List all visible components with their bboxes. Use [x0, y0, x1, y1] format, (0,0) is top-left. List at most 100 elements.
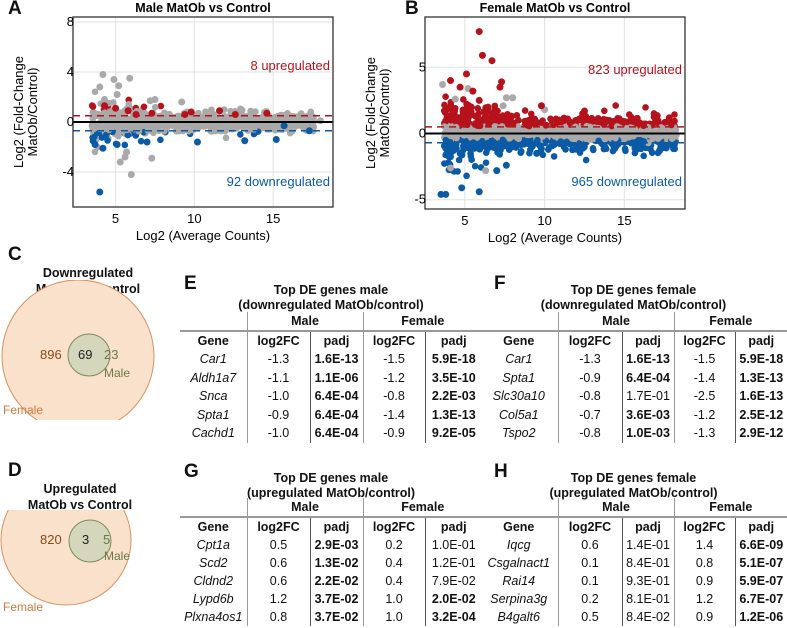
- upregulated-count: 823 upregulated: [588, 62, 682, 77]
- group-spacer: [480, 498, 558, 518]
- data-point: [616, 115, 623, 122]
- data-point-ns: [447, 164, 455, 172]
- column-header: padj: [734, 331, 787, 350]
- y-tick-label: 8: [67, 14, 74, 29]
- male-padj: 1.6E-13: [309, 350, 364, 369]
- data-point-up: [231, 111, 239, 118]
- y-tick-label: 4: [67, 64, 74, 79]
- data-point: [114, 132, 122, 140]
- data-point: [648, 149, 656, 156]
- panel-label-f: F: [494, 273, 506, 294]
- female-padj: 6.7E-07: [734, 590, 787, 608]
- data-point-up: [640, 122, 648, 130]
- data-point: [539, 133, 547, 140]
- x-tick-label: 10: [537, 213, 551, 228]
- column-header: padj: [424, 517, 483, 536]
- group-header-female: Female: [362, 498, 483, 518]
- data-point-up: [488, 57, 496, 65]
- gene-name: Slc30a10: [492, 389, 545, 404]
- data-point-ns: [113, 91, 121, 98]
- table-title: Top DE genes male (upregulated MatOb/cont…: [180, 471, 482, 501]
- column-header: log2FC: [557, 331, 622, 350]
- data-point: [463, 172, 470, 180]
- male-log2fc: -1.0: [246, 424, 310, 443]
- column-header: log2FC: [246, 517, 310, 536]
- data-point: [213, 123, 221, 131]
- male-padj: 6.4E-04: [309, 405, 364, 424]
- data-point: [561, 123, 569, 131]
- panel-label-b: B: [405, 0, 419, 19]
- male-log2fc: 0.8: [246, 608, 310, 626]
- x-axis-label: Log2 (Average Counts): [136, 228, 270, 243]
- data-point: [452, 123, 460, 131]
- male-log2fc: 0.1: [557, 554, 622, 572]
- data-point-up: [475, 96, 483, 104]
- female-padj: 5.1E-07: [734, 554, 787, 572]
- table-row: Cldnd2 0.6 2.2E-02 0.4 7.9E-02: [180, 572, 483, 590]
- data-point: [441, 123, 448, 130]
- female-padj: 5.9E-18: [424, 350, 483, 369]
- data-point-ns: [146, 97, 154, 105]
- panel-label-g: G: [184, 461, 199, 482]
- gene-name: Rai14: [502, 574, 536, 588]
- data-point: [441, 101, 448, 109]
- data-point: [458, 149, 466, 156]
- gene-name: Csgalnact1: [487, 556, 551, 570]
- male-padj: 3.6E-03: [621, 405, 675, 424]
- data-point-ns: [482, 167, 490, 175]
- gene-name: Car1: [199, 352, 227, 367]
- data-point: [636, 144, 643, 152]
- data-point: [219, 124, 226, 131]
- y-axis-label-line1: Log2 (Fold-Change: [363, 57, 378, 169]
- data-point: [445, 151, 453, 158]
- data-point: [459, 114, 467, 121]
- data-point-up: [216, 107, 224, 115]
- table-row: Slc30a10 -0.8 1.7E-01 -2.5 1.6E-13: [480, 387, 787, 406]
- female-padj: 2.9E-12: [734, 424, 787, 443]
- data-point: [124, 131, 132, 139]
- x-tick-label: 15: [266, 211, 280, 226]
- data-point: [668, 135, 676, 142]
- data-point-up: [112, 104, 120, 112]
- column-header: padj: [734, 517, 787, 536]
- de-genes-table: Male Female Gene log2FC padj log2FC padj Car1 …: [480, 312, 787, 443]
- data-point-ns: [451, 95, 459, 103]
- male-log2fc: 0.5: [557, 608, 622, 626]
- table-row: Scd2 0.6 1.3E-02 0.4 1.2E-01: [180, 554, 483, 572]
- data-point-up: [478, 51, 486, 59]
- data-point-down: [96, 188, 104, 196]
- data-point: [175, 127, 183, 135]
- data-point: [622, 147, 629, 155]
- venn-title-line: Upregulated: [43, 482, 117, 496]
- gene-name: Spta1: [502, 370, 536, 385]
- highlighted-points: [437, 28, 676, 198]
- table-row: Iqcg 0.6 1.4E-01 1.4 6.6E-09: [480, 536, 787, 554]
- group-header-female: Female: [362, 312, 483, 332]
- female-padj: 3.2E-04: [424, 608, 483, 626]
- female-log2fc: -0.9: [362, 424, 426, 443]
- panel-label-e: E: [184, 273, 197, 294]
- venn-up: [0, 510, 132, 606]
- gene-name: Cpt1a: [196, 538, 230, 552]
- female-log2fc: -1.5: [362, 350, 426, 369]
- gene-name: Tspo2: [501, 426, 536, 441]
- data-point-up: [496, 83, 504, 91]
- data-point: [521, 107, 529, 114]
- data-point-down: [91, 141, 99, 148]
- gene-name: Cldnd2: [193, 574, 234, 588]
- data-point-ns: [101, 96, 109, 103]
- column-header: padj: [424, 331, 483, 350]
- female-log2fc: -1.4: [673, 368, 736, 387]
- y-tick-label: 0: [419, 126, 426, 141]
- data-point: [527, 146, 534, 153]
- data-point: [89, 115, 97, 122]
- column-header: log2FC: [362, 331, 426, 350]
- data-point: [482, 149, 490, 157]
- data-point: [459, 142, 467, 150]
- data-point: [478, 137, 486, 145]
- data-point: [563, 138, 571, 146]
- data-point-ns: [116, 158, 124, 166]
- female-log2fc: 0.4: [362, 572, 426, 590]
- male-padj: 6.4E-04: [309, 387, 364, 406]
- male-log2fc: 0.2: [557, 590, 622, 608]
